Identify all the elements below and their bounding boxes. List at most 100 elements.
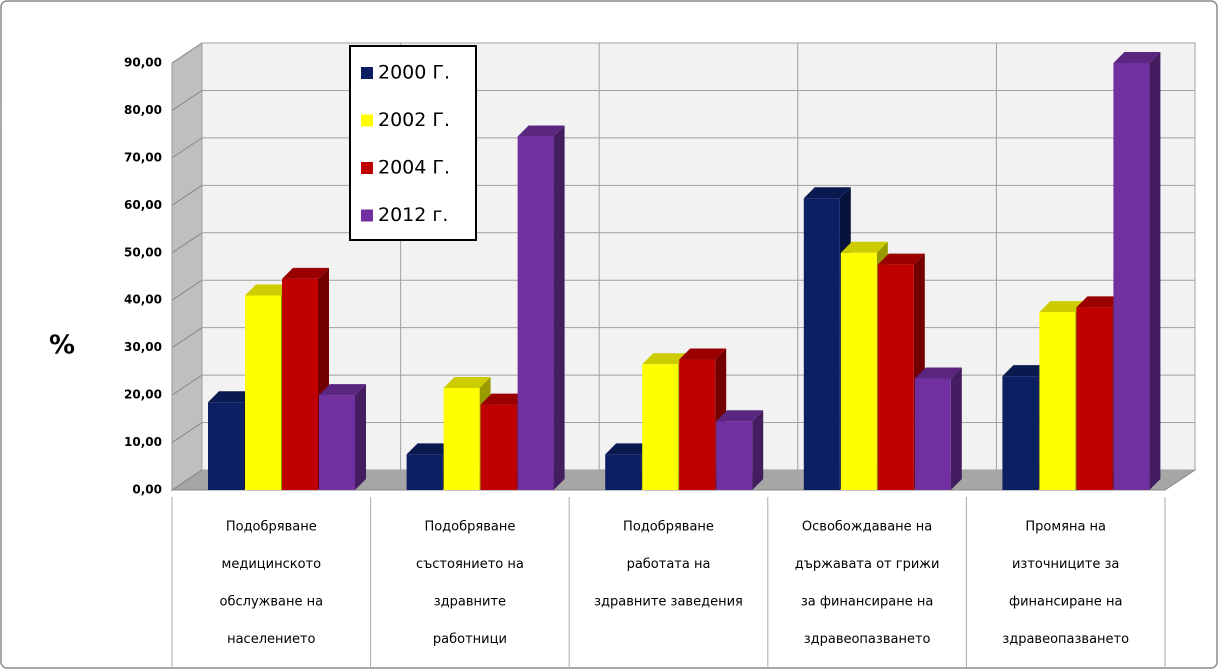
bar-top [914, 367, 962, 379]
bar [716, 421, 753, 490]
bar-3d [319, 384, 366, 490]
bar-top [282, 267, 329, 279]
bar [319, 395, 355, 490]
bar-top [245, 284, 292, 296]
bar-3d [877, 253, 925, 490]
bar-side [950, 367, 962, 490]
bar [1039, 312, 1076, 490]
legend-label: 2004 Г. [378, 157, 450, 179]
grid-line-side [171, 279, 203, 301]
bar-side [355, 384, 366, 490]
bar-top [840, 241, 888, 253]
bar [877, 264, 914, 490]
grid-line-side [171, 90, 203, 111]
y-tick-label: 20,00 [124, 388, 162, 402]
bar-side [752, 410, 764, 490]
y-axis-label: % [49, 331, 75, 361]
y-tick-label: 70,00 [124, 150, 162, 164]
legend-label: 2012 г. [378, 204, 448, 226]
bar [517, 136, 554, 491]
bar [679, 359, 716, 490]
grid-line-side [171, 184, 203, 206]
bar [208, 402, 244, 490]
bar [642, 364, 679, 490]
bar-top [517, 125, 565, 137]
bar-top [480, 393, 528, 405]
bar-top [605, 443, 653, 455]
bar-top [1002, 365, 1050, 377]
bar-top [803, 187, 851, 199]
x-tick-label: Подобряване [226, 520, 317, 535]
grid-line-side [171, 137, 203, 159]
x-tick-label: държавата от грижи [795, 557, 940, 572]
x-tick-label: за финансиране на [801, 595, 933, 610]
bar-3d [517, 125, 565, 491]
bar [914, 378, 951, 490]
y-tick-label: 80,00 [124, 103, 162, 117]
bar-top [679, 348, 727, 360]
legend-label: 2000 Г. [378, 62, 450, 84]
y-tick-label: 10,00 [124, 435, 162, 449]
bar [443, 387, 480, 490]
bar-top [877, 253, 925, 265]
bar-3d [914, 367, 962, 490]
x-tick-label: работата на [627, 557, 711, 572]
bar [1002, 376, 1039, 490]
x-tick-label: финансиране на [1009, 595, 1122, 610]
bar [406, 454, 443, 490]
bar-3d [716, 410, 764, 490]
legend-swatch [361, 162, 373, 174]
x-tick-label: населението [227, 632, 315, 647]
bar-side [1149, 52, 1161, 490]
bar-top [1076, 296, 1124, 308]
legend-label: 2002 Г. [378, 109, 450, 131]
grid-line-side [171, 422, 203, 443]
bar [480, 404, 517, 490]
bar [1113, 63, 1150, 490]
x-tick-label: работници [433, 632, 507, 647]
bar-top [1039, 301, 1087, 313]
grid-line-side [171, 469, 203, 491]
bar [605, 454, 642, 490]
bar-3d [1113, 52, 1161, 490]
x-tick-label: източниците за [1012, 557, 1119, 572]
bar [282, 278, 318, 490]
y-tick-label: 60,00 [124, 198, 162, 212]
grid-line-side [171, 232, 203, 254]
bar-top [1113, 52, 1161, 63]
x-tick-label: здравеопазването [1002, 632, 1129, 647]
y-tick-label: 0,00 [132, 483, 162, 497]
y-tick-label: 50,00 [124, 245, 162, 259]
legend-swatch [361, 114, 373, 127]
x-tick-label: Подобряване [623, 520, 714, 535]
bar [1076, 307, 1113, 490]
bar [803, 198, 840, 490]
legend-swatch [361, 67, 373, 79]
bar-top [642, 353, 690, 365]
bar [245, 295, 281, 490]
grid-line-side [171, 327, 203, 349]
bar [840, 252, 877, 490]
bar-top [406, 443, 454, 455]
x-tick-label: обслужване на [220, 595, 324, 610]
bar-top [443, 376, 491, 388]
x-tick-label: състоянието на [416, 557, 524, 572]
x-tick-label: медицинското [222, 557, 322, 572]
bar-top [319, 384, 366, 396]
bar-top [208, 391, 255, 403]
grid-line-side [171, 42, 203, 64]
x-tick-label: Освобождаване на [802, 520, 932, 535]
y-tick-label: 30,00 [124, 340, 162, 354]
x-tick-label: Промяна на [1025, 520, 1106, 535]
side-wall [171, 42, 203, 491]
y-tick-label: 40,00 [124, 293, 162, 307]
legend-swatch [361, 209, 373, 222]
x-tick-label: здравните [434, 595, 506, 610]
grid-line-side [171, 374, 203, 396]
bar-top [716, 410, 764, 422]
y-tick-label: 90,00 [124, 56, 162, 70]
x-tick-label: здравните заведения [594, 595, 743, 610]
bar-side [553, 125, 565, 491]
x-tick-label: Подобряване [424, 520, 515, 535]
